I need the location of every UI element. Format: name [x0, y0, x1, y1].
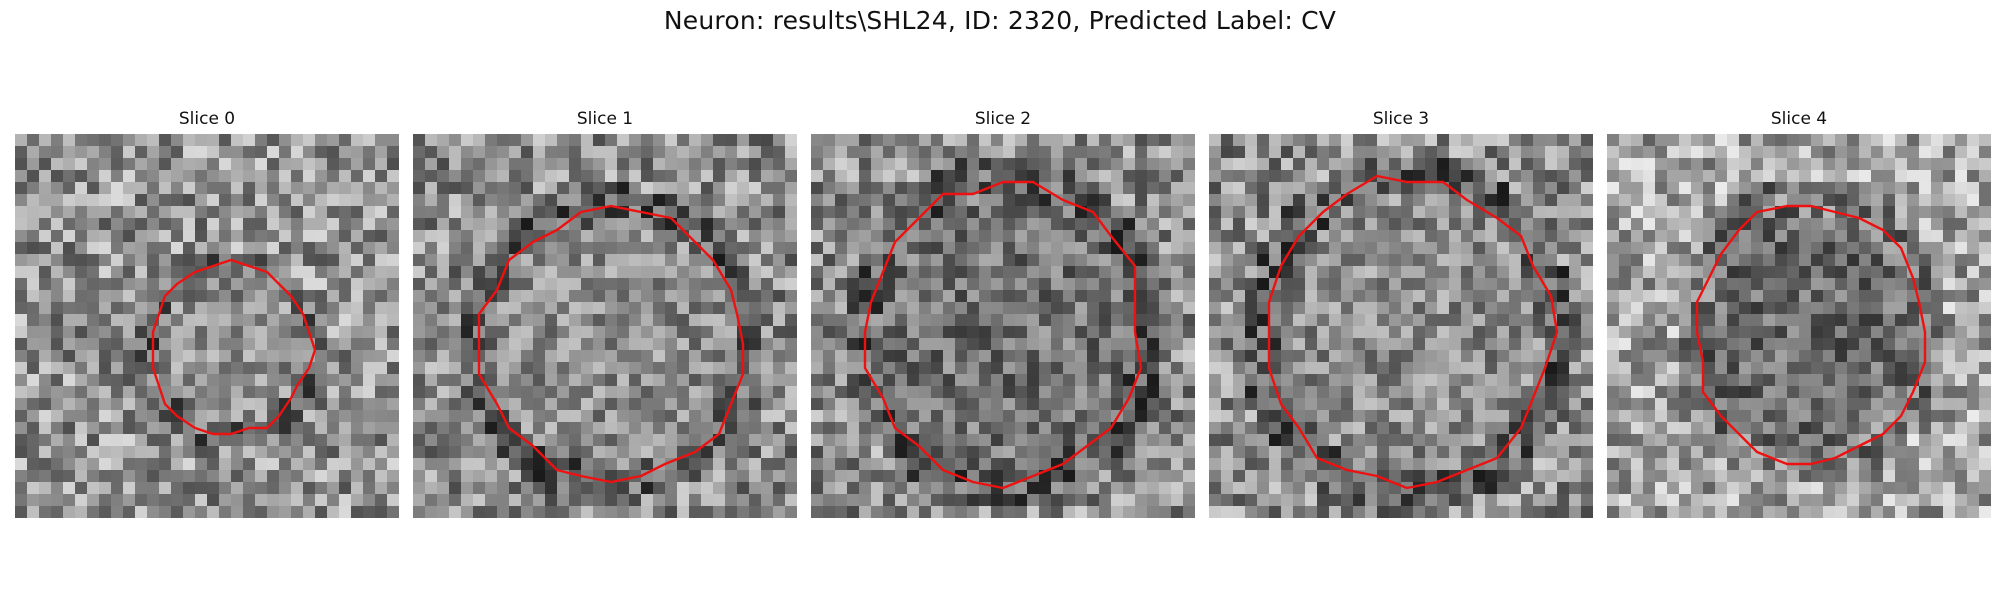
slice-panel-3: Slice 3	[1209, 100, 1593, 520]
slice-panel-4: Slice 4	[1607, 100, 1991, 520]
slice-panel-2: Slice 2	[811, 100, 1195, 520]
slice-panel-1: Slice 1	[413, 100, 797, 520]
slice-title-2: Slice 2	[811, 109, 1195, 129]
slice-image-1	[413, 134, 797, 518]
slice-image-2	[811, 134, 1195, 518]
slice-panel-0: Slice 0	[15, 100, 399, 520]
slice-image-0	[15, 134, 399, 518]
slice-title-1: Slice 1	[413, 109, 797, 129]
pixel-grid	[1209, 134, 1593, 518]
figure-title: Neuron: results\SHL24, ID: 2320, Predict…	[0, 6, 2000, 35]
slice-title-0: Slice 0	[15, 109, 399, 129]
slice-title-3: Slice 3	[1209, 109, 1593, 129]
pixel-grid	[811, 134, 1195, 518]
pixel-grid	[1607, 134, 1991, 518]
pixel-grid	[15, 134, 399, 518]
slice-image-4	[1607, 134, 1991, 518]
slice-image-3	[1209, 134, 1593, 518]
slice-title-4: Slice 4	[1607, 109, 1991, 129]
